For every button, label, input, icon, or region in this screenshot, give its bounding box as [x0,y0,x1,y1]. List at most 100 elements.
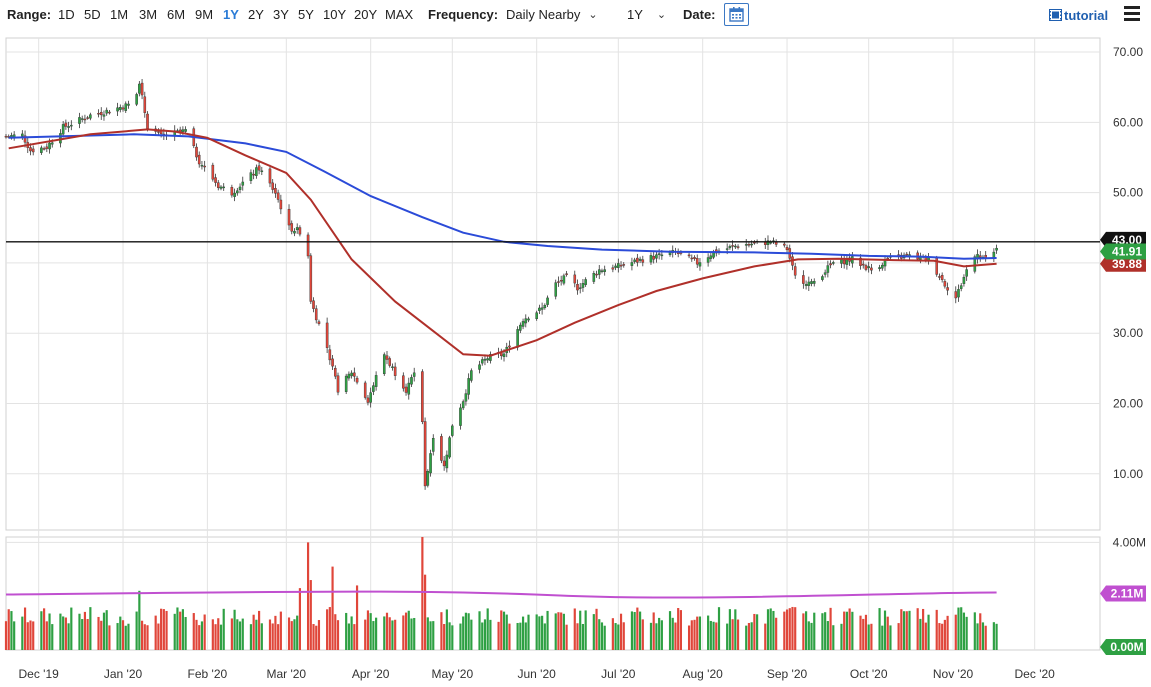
ma-short-price-tag-text: 39.88 [1112,257,1142,271]
volume-bar [146,625,149,650]
x-tick-label: Feb '20 [188,667,228,681]
candle-body [578,287,582,289]
volume-bar [881,625,884,650]
range-3y-button[interactable]: 3Y [273,7,289,22]
volume-bar [404,612,408,650]
range-6m-button[interactable]: 6M [167,7,186,22]
tutorial-link[interactable]: tutorial [1049,8,1108,23]
volume-bar [366,610,370,650]
candle-body [426,471,430,486]
candle-body [21,133,24,137]
volume-bar [900,609,903,650]
candlestick [676,248,680,258]
period-dropdown[interactable]: 1Y ⌄ [627,6,666,25]
candlestick [464,389,468,406]
toolbar: Range: 1D 5D 1M 3M 6M 9M 1Y 2Y 3Y 5Y 10Y… [0,0,1151,32]
candlestick [546,295,549,308]
volume-bar [965,616,968,650]
range-max-button[interactable]: MAX [385,7,414,22]
candle-body [554,282,558,297]
volume-bar [541,615,544,650]
candlestick [135,92,138,107]
volume-bar [598,619,601,650]
candlestick [652,252,655,264]
candlestick [279,194,283,215]
volume-bar [81,619,84,650]
candlestick [489,351,492,364]
range-5y-button[interactable]: 5Y [298,7,314,22]
candlestick [391,363,394,371]
volume-bar [807,621,810,650]
candle-body [881,264,884,269]
candlestick [268,164,272,188]
candlestick [241,176,245,191]
y-tick-label: 50.00 [1113,186,1143,200]
candlestick [557,276,560,287]
candlestick [655,250,658,263]
candlestick [230,184,234,198]
volume-bar [726,623,729,650]
calendar-button[interactable] [724,3,749,26]
candle-body [905,253,909,256]
candle-body [687,254,691,257]
volume-bar [736,619,740,650]
candlestick [565,270,568,277]
candle-body [127,103,130,106]
candlestick [695,254,699,268]
candle-body [524,318,528,324]
volume-bar [712,621,715,650]
volume-bar [508,623,511,650]
range-5d-button[interactable]: 5D [84,7,101,22]
hamburger-menu-icon[interactable] [1124,6,1140,22]
candle-body [423,421,427,487]
candlestick [978,251,982,262]
candlestick [442,456,446,471]
volume-bar [867,624,870,650]
candle-body [600,270,604,272]
candle-body [203,165,206,168]
candle-body [695,258,699,265]
frequency-dropdown[interactable]: Daily Nearby ⌄ [506,6,598,25]
candle-body [690,257,694,260]
range-9m-button[interactable]: 9M [195,7,214,22]
candlestick [747,241,751,248]
x-tick-label: Jan '20 [104,667,143,681]
candlestick [793,262,797,279]
candlestick [962,274,966,287]
volume-bar [274,615,277,650]
candlestick [940,272,944,283]
candle-body [48,142,51,150]
range-10y-button[interactable]: 10Y [323,7,347,22]
volume-bar [467,613,470,650]
candlestick [404,383,408,396]
range-1d-button[interactable]: 1D [58,7,75,22]
range-3m-button[interactable]: 3M [139,7,158,22]
candlestick [478,360,481,374]
candlestick [45,143,49,153]
volume-bar [962,612,966,650]
range-1y-button[interactable]: 1Y [223,7,239,22]
candlestick [287,204,291,231]
candlestick [829,260,832,269]
range-20y-button[interactable]: 20Y [354,7,378,22]
candlestick [233,188,236,202]
candle-body [211,164,215,180]
volume-bar [633,612,636,650]
volume-bar [538,616,541,650]
volume-bar [10,611,13,650]
volume-bar [603,625,606,650]
volume-bar [843,611,846,650]
volume-bar [870,623,873,650]
volume-bar [772,610,775,650]
volume-bar [889,625,892,650]
candle-body [135,94,138,105]
volume-bar [802,613,805,650]
candlestick [78,112,81,129]
range-1m-button[interactable]: 1M [110,7,129,22]
range-2y-button[interactable]: 2Y [248,7,264,22]
candle-body [655,254,658,259]
candle-body [883,259,887,267]
chevron-down-icon: ⌄ [588,9,598,21]
candlestick [954,286,958,304]
volume-bar [941,623,944,650]
